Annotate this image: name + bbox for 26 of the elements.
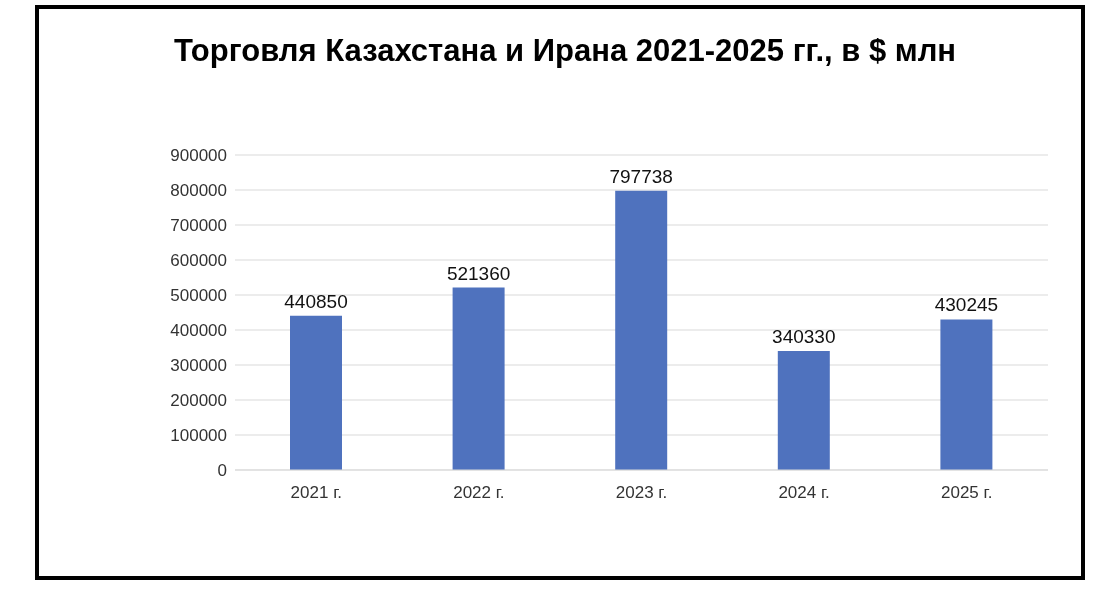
y-tick-label: 800000 bbox=[170, 181, 227, 201]
bar bbox=[452, 287, 505, 470]
data-label: 521360 bbox=[446, 262, 511, 284]
data-label: 440850 bbox=[284, 290, 348, 312]
data-label: 430245 bbox=[934, 294, 999, 316]
bar bbox=[615, 190, 668, 470]
y-tick-label: 100000 bbox=[170, 426, 227, 446]
y-tick-label: 300000 bbox=[170, 356, 227, 376]
bar bbox=[940, 319, 993, 470]
bar bbox=[777, 350, 830, 470]
y-tick-label: 200000 bbox=[170, 391, 227, 411]
x-tick-label: 2025 г. bbox=[941, 483, 993, 503]
y-tick-label: 900000 bbox=[170, 146, 227, 166]
data-label: 340330 bbox=[772, 325, 836, 347]
x-tick-label: 2024 г. bbox=[778, 483, 830, 503]
chart-title: Торговля Казахстана и Ирана 2021-2025 гг., в $ млн bbox=[172, 32, 958, 70]
y-tick-label: 400000 bbox=[170, 321, 227, 341]
y-tick-label: 0 bbox=[217, 461, 227, 481]
x-tick-label: 2021 г. bbox=[290, 483, 342, 503]
x-tick-label: 2022 г. bbox=[453, 483, 505, 503]
y-tick-label: 700000 bbox=[170, 216, 227, 236]
bar bbox=[290, 315, 342, 470]
data-label: 797738 bbox=[609, 165, 673, 187]
y-tick-label: 600000 bbox=[170, 251, 227, 271]
y-tick-label: 500000 bbox=[170, 286, 227, 306]
x-tick-label: 2023 г. bbox=[615, 483, 668, 503]
